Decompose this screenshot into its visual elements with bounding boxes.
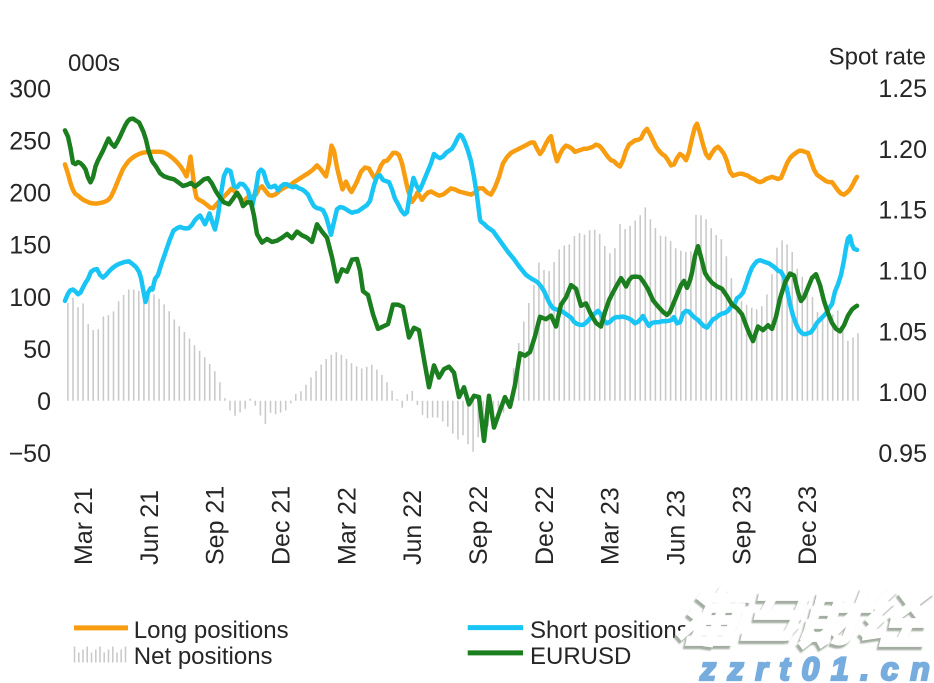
svg-text:Long positions: Long positions [134,617,289,644]
svg-text:Short positions: Short positions [530,617,689,644]
svg-text:1.15: 1.15 [878,197,927,225]
svg-text:EURUSD: EURUSD [530,643,631,670]
svg-text:300: 300 [9,75,51,103]
svg-text:0.95: 0.95 [878,440,927,468]
svg-text:000s: 000s [68,50,120,77]
svg-text:Net positions: Net positions [134,643,273,670]
svg-text:Dec 21: Dec 21 [268,486,296,565]
svg-text:Jun 22: Jun 22 [399,490,427,565]
svg-text:Sep 21: Sep 21 [202,486,230,565]
svg-text:1.20: 1.20 [878,136,927,164]
svg-text:0: 0 [37,388,51,416]
svg-text:200: 200 [9,180,51,208]
svg-text:Mar 22: Mar 22 [333,487,361,565]
svg-text:Jun 21: Jun 21 [136,490,164,565]
svg-text:1.05: 1.05 [878,318,927,346]
svg-text:50: 50 [23,336,51,364]
svg-text:1.00: 1.00 [878,379,927,407]
svg-text:Spot rate: Spot rate [829,44,926,71]
svg-text:Dec 22: Dec 22 [531,486,559,565]
svg-text:1.25: 1.25 [878,75,927,103]
svg-text:1.10: 1.10 [878,258,927,286]
svg-text:Mar 23: Mar 23 [597,487,625,565]
svg-text:Sep 23: Sep 23 [728,486,756,565]
svg-text:−50: −50 [9,440,51,468]
svg-text:zzrt01.cn: zzrt01.cn [699,651,934,683]
svg-text:250: 250 [9,127,51,155]
svg-text:150: 150 [9,232,51,260]
svg-text:Sep 22: Sep 22 [465,486,493,565]
svg-text:Jun 23: Jun 23 [663,490,691,565]
svg-text:100: 100 [9,284,51,312]
svg-text:Dec 23: Dec 23 [794,486,822,565]
svg-text:Mar 21: Mar 21 [70,487,98,565]
